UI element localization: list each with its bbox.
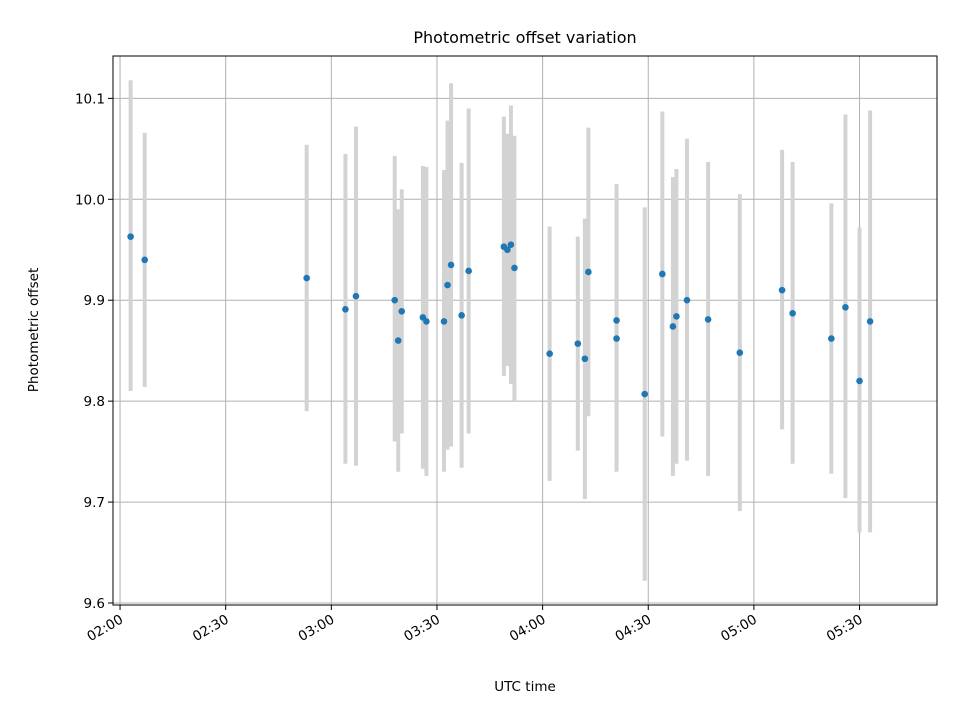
data-point: [465, 267, 472, 275]
data-point: [856, 377, 863, 385]
data-point: [447, 261, 455, 269]
y-axis-ticks: 9.6 9.7 9.8 9.9 10.0 10.1: [75, 91, 113, 612]
data-point: [507, 241, 515, 249]
data-point: [659, 270, 666, 278]
error-bars: [128, 80, 873, 581]
data-point: [398, 308, 406, 315]
data-point: [391, 296, 399, 304]
data-point: [511, 264, 518, 272]
data-points: [127, 233, 874, 398]
data-point: [581, 355, 589, 363]
data-point: [789, 310, 796, 317]
plot-frame: [112, 55, 938, 606]
chart-title: Photometric offset variation: [413, 28, 636, 47]
data-point: [613, 317, 620, 324]
x-tick-label: 04:30: [613, 612, 655, 645]
y-tick-label: 9.6: [84, 596, 105, 612]
data-point: [342, 306, 349, 313]
y-tick-label: 10.0: [75, 192, 105, 208]
data-point: [394, 337, 402, 344]
y-tick-label: 10.1: [75, 91, 105, 107]
data-point: [504, 246, 511, 254]
data-point: [673, 313, 680, 320]
data-point: [641, 390, 649, 398]
x-tick-label: 03:30: [401, 612, 443, 645]
data-point: [866, 318, 874, 325]
data-point: [423, 318, 430, 325]
data-point: [458, 312, 465, 319]
data-point: [303, 274, 310, 282]
y-axis-label: Photometric offset: [26, 268, 42, 392]
x-tick-label: 05:30: [824, 612, 866, 645]
y-tick-label: 9.9: [84, 293, 105, 309]
data-point: [352, 292, 360, 300]
x-tick-label: 04:00: [507, 612, 549, 645]
grid-lines: [113, 56, 937, 605]
y-tick-label: 9.8: [84, 394, 105, 410]
data-point: [444, 281, 451, 289]
x-tick-label: 02:30: [190, 612, 232, 645]
x-axis-label: UTC time: [494, 679, 556, 695]
data-point: [669, 323, 677, 330]
data-point: [828, 335, 835, 342]
data-point: [613, 335, 620, 342]
data-point: [585, 268, 592, 276]
data-point: [546, 350, 553, 358]
x-tick-label: 03:00: [296, 612, 338, 645]
data-point: [127, 233, 134, 240]
data-point: [440, 318, 448, 325]
data-point: [574, 340, 582, 347]
data-point: [778, 286, 786, 294]
data-point: [704, 316, 712, 323]
x-axis-ticks: 02:00 02:30 03:00 03:30 04:00 04:30 05:00 05:30: [84, 605, 866, 645]
x-tick-label: 05:00: [718, 612, 760, 645]
data-point: [842, 303, 849, 311]
data-point: [683, 296, 691, 304]
y-tick-label: 9.7: [84, 495, 105, 511]
data-point: [736, 349, 744, 357]
x-tick-label: 02:00: [84, 612, 126, 645]
data-point: [141, 256, 148, 264]
